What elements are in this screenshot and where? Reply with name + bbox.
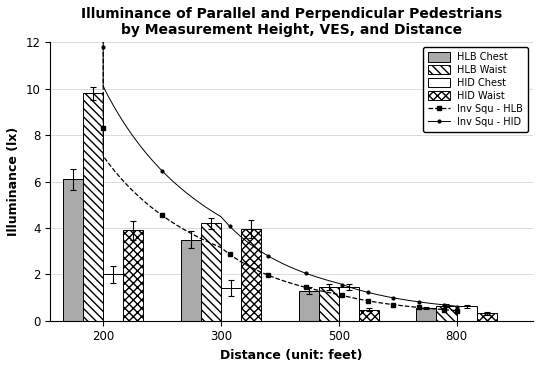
Inv Squ - HID [254, 247, 260, 251]
Bar [436, 306, 456, 321]
Inv Squ - HID [284, 263, 291, 268]
Bar [476, 313, 497, 321]
Bar [339, 287, 359, 321]
Bar [63, 179, 83, 321]
Bar [103, 275, 123, 321]
Y-axis label: Illuminance (lx): Illuminance (lx) [7, 127, 20, 236]
Line: Inv Squ - HID: Inv Squ - HID [100, 0, 460, 311]
Inv Squ - HID [453, 306, 460, 310]
Bar [221, 288, 241, 321]
Inv Squ - HID [396, 297, 402, 301]
Inv Squ - HLB [369, 299, 375, 304]
Bar [181, 239, 201, 321]
Inv Squ - HID [111, 104, 117, 108]
Inv Squ - HLB [453, 310, 460, 314]
Inv Squ - HLB [284, 280, 291, 284]
Inv Squ - HLB [254, 268, 260, 272]
Inv Squ - HID [397, 297, 404, 301]
Bar [201, 223, 221, 321]
Bar [416, 308, 436, 321]
X-axis label: Distance (unit: feet): Distance (unit: feet) [220, 349, 363, 362]
Legend: HLB Chest, HLB Waist, HID Chest, HID Waist, Inv Squ - HLB, Inv Squ - HID: HLB Chest, HLB Waist, HID Chest, HID Wai… [423, 47, 528, 132]
Bar [299, 291, 319, 321]
Bar [241, 229, 261, 321]
Inv Squ - HLB [111, 168, 117, 172]
Bar [319, 287, 339, 321]
Inv Squ - HLB [396, 303, 402, 308]
Bar [83, 93, 103, 321]
Bar [359, 310, 379, 321]
Bar [123, 230, 143, 321]
Inv Squ - HLB [397, 303, 404, 308]
Title: Illuminance of Parallel and Perpendicular Pedestrians
by Measurement Height, VES: Illuminance of Parallel and Perpendicula… [81, 7, 502, 37]
Inv Squ - HID [369, 291, 375, 296]
Line: Inv Squ - HLB: Inv Squ - HLB [101, 0, 459, 314]
Bar [456, 306, 476, 321]
